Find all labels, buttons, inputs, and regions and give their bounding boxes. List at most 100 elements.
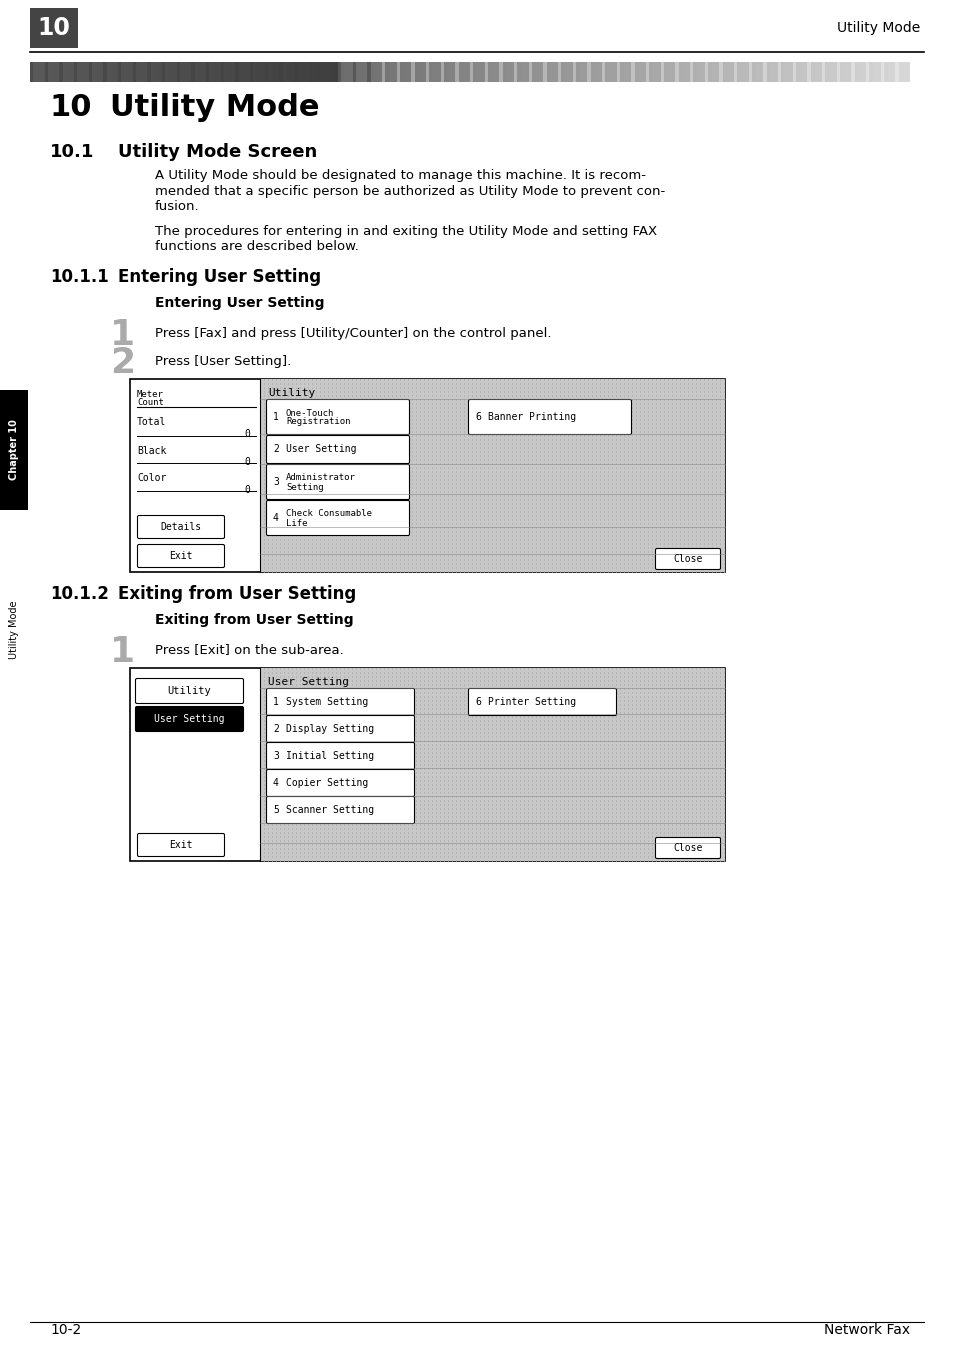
Bar [556, 544, 557, 545]
Bar [667, 800, 669, 802]
Bar [707, 813, 709, 814]
Bar [596, 704, 597, 706]
Bar [372, 452, 374, 453]
Bar [468, 717, 469, 718]
Bar [295, 448, 297, 449]
Bar [403, 856, 405, 857]
Bar [335, 539, 337, 541]
Bar [479, 800, 481, 802]
Bar [312, 448, 314, 449]
Bar [636, 772, 637, 773]
Bar [492, 571, 493, 572]
Bar [679, 448, 680, 449]
Bar [284, 727, 285, 730]
Bar [372, 788, 374, 790]
Bar [408, 515, 409, 516]
Bar [412, 479, 413, 480]
Bar [312, 452, 314, 453]
Bar [392, 399, 393, 400]
Bar [671, 731, 673, 734]
Bar [527, 448, 529, 449]
Bar [516, 780, 517, 781]
Bar [687, 760, 689, 761]
Bar [412, 680, 413, 681]
Bar [559, 676, 561, 677]
Bar [364, 458, 365, 461]
Bar [667, 411, 669, 412]
Bar [583, 688, 585, 690]
Bar [284, 721, 285, 722]
Bar [315, 466, 317, 469]
Bar [280, 788, 281, 790]
Bar [492, 756, 493, 757]
Bar [512, 680, 513, 681]
Bar [636, 531, 637, 533]
Bar [536, 511, 537, 512]
Bar [556, 772, 557, 773]
Bar [368, 844, 369, 845]
Bar [503, 808, 505, 810]
Bar [476, 700, 477, 702]
Bar [355, 399, 357, 400]
Bar [643, 531, 645, 533]
Bar [328, 423, 329, 425]
Bar [432, 823, 433, 826]
Bar [292, 495, 294, 496]
Bar [368, 692, 369, 694]
Bar [659, 713, 660, 714]
Bar [576, 475, 577, 476]
Bar [288, 439, 289, 441]
Bar [408, 800, 409, 802]
Bar [587, 668, 589, 669]
Bar [691, 499, 693, 500]
Bar [355, 495, 357, 496]
Bar [671, 772, 673, 773]
Bar [547, 827, 549, 830]
Bar [599, 796, 601, 798]
Bar [456, 860, 457, 861]
Text: 10: 10 [50, 93, 92, 123]
Bar [348, 435, 349, 437]
Bar [395, 448, 397, 449]
Bar [503, 439, 505, 441]
Bar [335, 731, 337, 734]
Bar [636, 462, 637, 465]
Bar [375, 688, 377, 690]
Bar [260, 535, 261, 537]
Bar [647, 680, 649, 681]
Bar [319, 756, 321, 757]
Bar [264, 544, 265, 545]
Bar [687, 704, 689, 706]
Bar [671, 527, 673, 529]
Bar [375, 515, 377, 516]
Bar [623, 827, 625, 830]
Bar [503, 688, 505, 690]
Bar [488, 764, 489, 765]
Bar [403, 808, 405, 810]
Bar [308, 840, 309, 841]
Bar [676, 479, 677, 480]
Bar [384, 796, 385, 798]
Bar [651, 491, 653, 492]
Bar [552, 735, 553, 737]
Bar [456, 792, 457, 794]
Bar [616, 676, 617, 677]
Bar [636, 456, 637, 457]
Bar [392, 831, 393, 833]
Bar [344, 840, 345, 841]
Bar [627, 483, 629, 484]
Bar [592, 844, 593, 845]
Bar [275, 495, 277, 496]
Bar [519, 399, 521, 400]
Bar [355, 831, 357, 833]
Bar [264, 784, 265, 786]
Bar [527, 411, 529, 412]
Bar [288, 823, 289, 826]
Bar [607, 821, 609, 822]
Bar [616, 407, 617, 408]
Bar [683, 439, 685, 441]
Bar [395, 713, 397, 714]
Bar [280, 800, 281, 802]
Bar [364, 548, 365, 549]
Bar [703, 458, 705, 461]
